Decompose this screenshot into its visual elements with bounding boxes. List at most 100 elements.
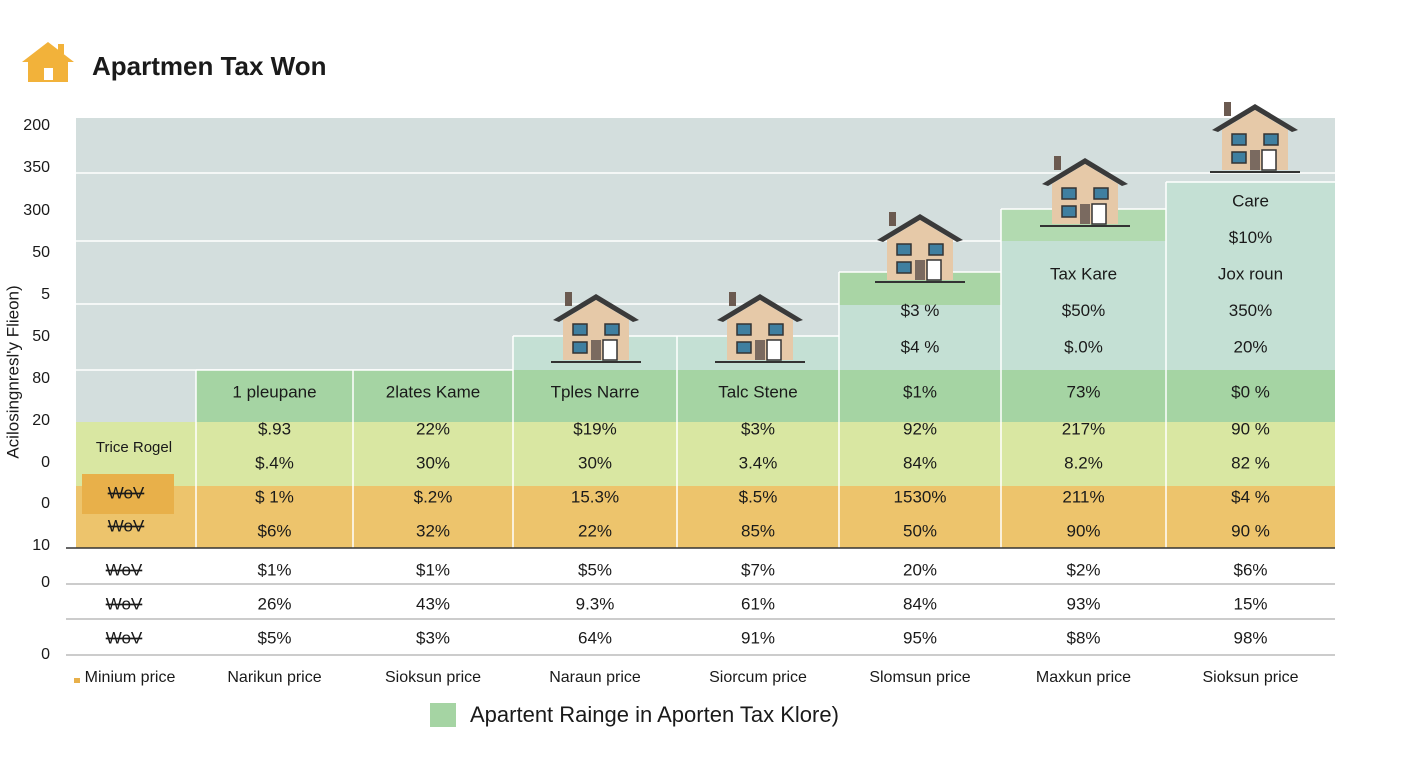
cell: $.93 (258, 419, 291, 438)
table-cell: 61% (741, 594, 775, 613)
table-cell: $5% (578, 560, 612, 579)
table-cell: $5% (257, 628, 291, 647)
column-name: Trice Rogel (96, 439, 172, 456)
column-name: Tples Narre (551, 382, 640, 401)
cell: $19% (573, 419, 616, 438)
cell: 32% (416, 521, 450, 540)
band-orange (1001, 486, 1166, 548)
footer-label: Maxkun price (1036, 669, 1131, 686)
y-label: 80 (32, 370, 50, 387)
band-orange (1166, 486, 1335, 548)
band-green (839, 370, 1001, 422)
band-yellow (196, 422, 353, 486)
upper-cell: $3 % (901, 301, 940, 320)
cell: WoV (108, 516, 145, 535)
table-cell: WoV (106, 560, 143, 579)
cell: $.2% (414, 487, 453, 506)
table-cell: 95% (903, 628, 937, 647)
footer-label: Narikun price (227, 669, 321, 686)
y-axis-title: Acilosingnresl'y Flieon) (3, 285, 22, 458)
table-cell: 43% (416, 594, 450, 613)
cell: 84% (903, 453, 937, 472)
y-label: 0 (41, 646, 50, 663)
footer-label: Minium price (85, 669, 176, 686)
y-label: 5 (41, 286, 50, 303)
band-orange (353, 486, 513, 548)
legend-label: Apartent Rainge in Aporten Tax Klore) (470, 702, 839, 727)
upper-cell: Jox roun (1218, 264, 1283, 283)
table-cell: $1% (257, 560, 291, 579)
y-label: 10 (32, 537, 50, 554)
cell: $ 1% (255, 487, 294, 506)
cell: 30% (578, 453, 612, 472)
legend-swatch (430, 703, 456, 727)
y-label: 200 (23, 117, 50, 134)
table-cell: $3% (416, 628, 450, 647)
band-orange (196, 486, 353, 548)
table-cell: 15% (1233, 594, 1267, 613)
column-name: $1% (903, 382, 937, 401)
cell: 82 % (1231, 453, 1270, 472)
y-label: 50 (32, 244, 50, 261)
cell: 50% (903, 521, 937, 540)
band-green (1001, 370, 1166, 422)
band-orange (839, 486, 1001, 548)
footer-label: Sioksun price (385, 669, 481, 686)
column-name: 1 pleupane (232, 382, 316, 401)
cell: 90 % (1231, 419, 1270, 438)
footer-label: Sioksun price (1202, 669, 1298, 686)
band-green (513, 370, 677, 422)
band-orange (677, 486, 839, 548)
table-cell: 9.3% (576, 594, 615, 613)
band-yellow (839, 422, 1001, 486)
table-cell: $1% (416, 560, 450, 579)
cell: 85% (741, 521, 775, 540)
y-label: 0 (41, 454, 50, 471)
cell: 30% (416, 453, 450, 472)
upper-cell: Care (1232, 191, 1269, 210)
table-cell: WoV (106, 594, 143, 613)
cell: 22% (578, 521, 612, 540)
column-name: 73% (1066, 382, 1100, 401)
y-label: 20 (32, 412, 50, 429)
upper-cell: $.0% (1064, 337, 1103, 356)
cell: 92% (903, 419, 937, 438)
band-yellow (1166, 422, 1335, 486)
table-cell: $7% (741, 560, 775, 579)
table-cell: 93% (1066, 594, 1100, 613)
logo (22, 42, 74, 82)
cell: 211% (1062, 487, 1104, 506)
table-cell: WoV (106, 628, 143, 647)
cell: 1530% (894, 487, 947, 506)
cell: 217% (1062, 419, 1105, 438)
footer-marker (74, 678, 80, 683)
cell: 90 % (1231, 521, 1270, 540)
band-yellow (353, 422, 513, 486)
cell: $3% (741, 419, 775, 438)
table-cell: 20% (903, 560, 937, 579)
table-cell: 84% (903, 594, 937, 613)
band-yellow (513, 422, 677, 486)
y-label: 0 (41, 574, 50, 591)
cell: 22% (416, 419, 450, 438)
y-label: 300 (23, 202, 50, 219)
upper-cell: 350% (1229, 301, 1272, 320)
band-green (1166, 370, 1335, 422)
column-name: Talc Stene (718, 382, 797, 401)
title: Apartmen Tax Won (92, 51, 327, 81)
cell: 15.3% (571, 487, 619, 506)
table-cell: $2% (1066, 560, 1100, 579)
column-name: 2lates Kame (386, 382, 481, 401)
upper-cell: $50% (1062, 301, 1105, 320)
cell: 90% (1066, 521, 1100, 540)
footer-label: Siorcum price (709, 669, 807, 686)
cell: $.4% (255, 453, 294, 472)
cell: WoV (108, 483, 145, 502)
cell: 8.2% (1064, 453, 1103, 472)
footer-label: Naraun price (549, 669, 641, 686)
table-cell: $6% (1233, 560, 1267, 579)
band-yellow (677, 422, 839, 486)
table-cell: 64% (578, 628, 612, 647)
y-label: 350 (23, 159, 50, 176)
